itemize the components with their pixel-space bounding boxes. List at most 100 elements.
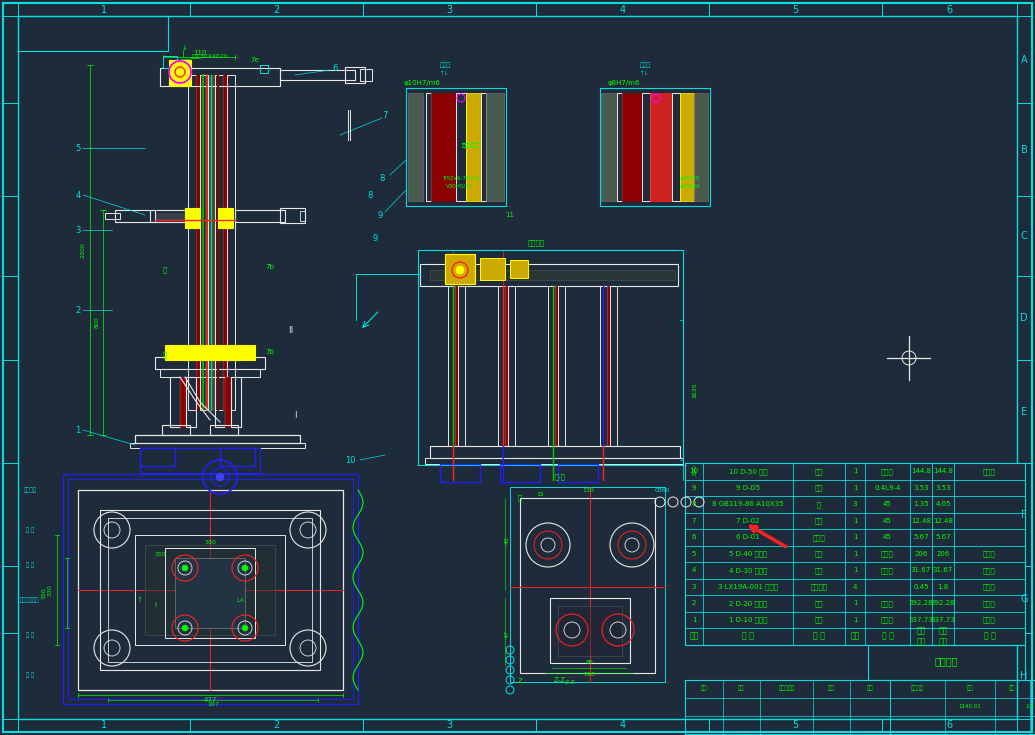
Text: 2: 2 — [691, 600, 697, 606]
Text: 144.8: 144.8 — [933, 468, 953, 474]
Bar — [140, 448, 175, 466]
Text: 206: 206 — [914, 551, 927, 556]
Bar — [455, 286, 459, 446]
Text: 3.53: 3.53 — [913, 485, 928, 491]
Text: 31.67: 31.67 — [911, 567, 932, 573]
Bar — [555, 286, 558, 446]
Bar — [215, 377, 225, 427]
Bar — [223, 75, 227, 410]
Bar — [500, 464, 540, 482]
Text: 1: 1 — [691, 617, 697, 623]
Text: 3 LX19A-001 焊接件: 3 LX19A-001 焊接件 — [718, 584, 778, 590]
Bar — [694, 93, 708, 201]
Bar — [185, 208, 200, 228]
Bar — [550, 598, 630, 663]
Text: 材 料: 材 料 — [882, 632, 893, 641]
Text: 8: 8 — [691, 501, 697, 507]
Circle shape — [456, 266, 464, 274]
Text: 单件
重量: 单件 重量 — [916, 626, 925, 646]
Text: 装配件: 装配件 — [983, 551, 996, 557]
Text: 0860: 0860 — [654, 487, 670, 492]
Bar — [601, 93, 617, 201]
Bar — [162, 56, 177, 68]
Text: 337.73: 337.73 — [930, 617, 955, 623]
Text: 2: 2 — [273, 720, 279, 730]
Bar — [456, 93, 466, 201]
Text: 5: 5 — [793, 720, 799, 730]
Text: D130X4020: D130X4020 — [191, 54, 229, 59]
Bar — [170, 377, 180, 427]
Bar — [420, 264, 678, 286]
Text: 47: 47 — [504, 630, 509, 638]
Bar — [558, 606, 622, 656]
Text: 乃: 乃 — [162, 267, 167, 273]
Text: Tr52x6-7H/7e: Tr52x6-7H/7e — [442, 176, 478, 181]
Text: 9 D-D5: 9 D-D5 — [736, 485, 760, 491]
Bar — [486, 93, 504, 201]
Text: 392.28: 392.28 — [909, 600, 934, 606]
Text: 序号: 序号 — [689, 632, 699, 641]
Text: 1: 1 — [853, 517, 857, 524]
Text: φ8H7/m6: φ8H7/m6 — [608, 80, 641, 86]
Bar — [210, 425, 238, 435]
Bar — [548, 286, 555, 446]
Circle shape — [178, 70, 182, 74]
Text: 1.8: 1.8 — [938, 584, 949, 589]
Text: 1: 1 — [853, 485, 857, 491]
Bar — [135, 435, 300, 443]
Text: 11: 11 — [505, 212, 514, 218]
Text: 6: 6 — [332, 63, 337, 73]
Bar — [680, 93, 694, 201]
Text: 乃: 乃 — [518, 495, 522, 501]
Bar — [558, 464, 598, 482]
Text: 6: 6 — [691, 534, 697, 540]
Text: E: E — [1021, 406, 1027, 417]
Text: 45: 45 — [883, 517, 892, 524]
Text: 197: 197 — [207, 703, 219, 708]
Bar — [498, 286, 505, 446]
Text: 数量: 数量 — [851, 632, 860, 641]
Text: 槽 高: 槽 高 — [26, 527, 34, 533]
Text: 备 注: 备 注 — [983, 632, 996, 641]
Bar — [260, 65, 268, 73]
Bar — [480, 258, 505, 280]
Bar — [685, 463, 1025, 645]
Bar — [406, 88, 506, 206]
Circle shape — [182, 565, 188, 571]
Bar — [155, 213, 190, 219]
Text: Z: Z — [518, 678, 523, 684]
Text: l: l — [154, 602, 156, 608]
Text: 5: 5 — [793, 5, 799, 15]
Text: 焊接件: 焊接件 — [983, 584, 996, 590]
Bar — [558, 286, 565, 446]
Bar — [600, 286, 607, 446]
Text: 15: 15 — [536, 492, 543, 497]
Text: φ80H6f: φ80H6f — [680, 184, 700, 188]
Text: 4: 4 — [691, 567, 697, 573]
Text: 比例: 比例 — [1009, 686, 1015, 692]
Text: 乃-乃: 乃-乃 — [555, 473, 565, 480]
Text: 4: 4 — [619, 720, 625, 730]
Text: 2: 2 — [273, 5, 279, 15]
Text: A: A — [1021, 54, 1028, 65]
Text: F: F — [1022, 509, 1027, 520]
Bar — [78, 490, 343, 690]
Text: 45: 45 — [504, 536, 509, 544]
Text: 凹槽图原尺寸: 凹槽图原尺寸 — [21, 598, 39, 603]
Bar — [300, 211, 305, 221]
Text: 8: 8 — [379, 173, 385, 182]
Text: 标记: 标记 — [701, 686, 707, 692]
Circle shape — [216, 473, 224, 481]
Bar — [220, 448, 255, 466]
Text: 1: 1 — [101, 5, 107, 15]
Text: 45: 45 — [883, 501, 892, 507]
Text: 3: 3 — [446, 720, 452, 730]
Text: 焊接件: 焊接件 — [881, 567, 894, 573]
Text: 4: 4 — [853, 584, 857, 589]
Text: 装配件: 装配件 — [983, 468, 996, 475]
Circle shape — [182, 625, 188, 631]
Bar — [108, 518, 312, 662]
Bar — [205, 75, 215, 410]
Bar — [165, 345, 255, 360]
Text: 7 D-02: 7 D-02 — [736, 517, 760, 524]
